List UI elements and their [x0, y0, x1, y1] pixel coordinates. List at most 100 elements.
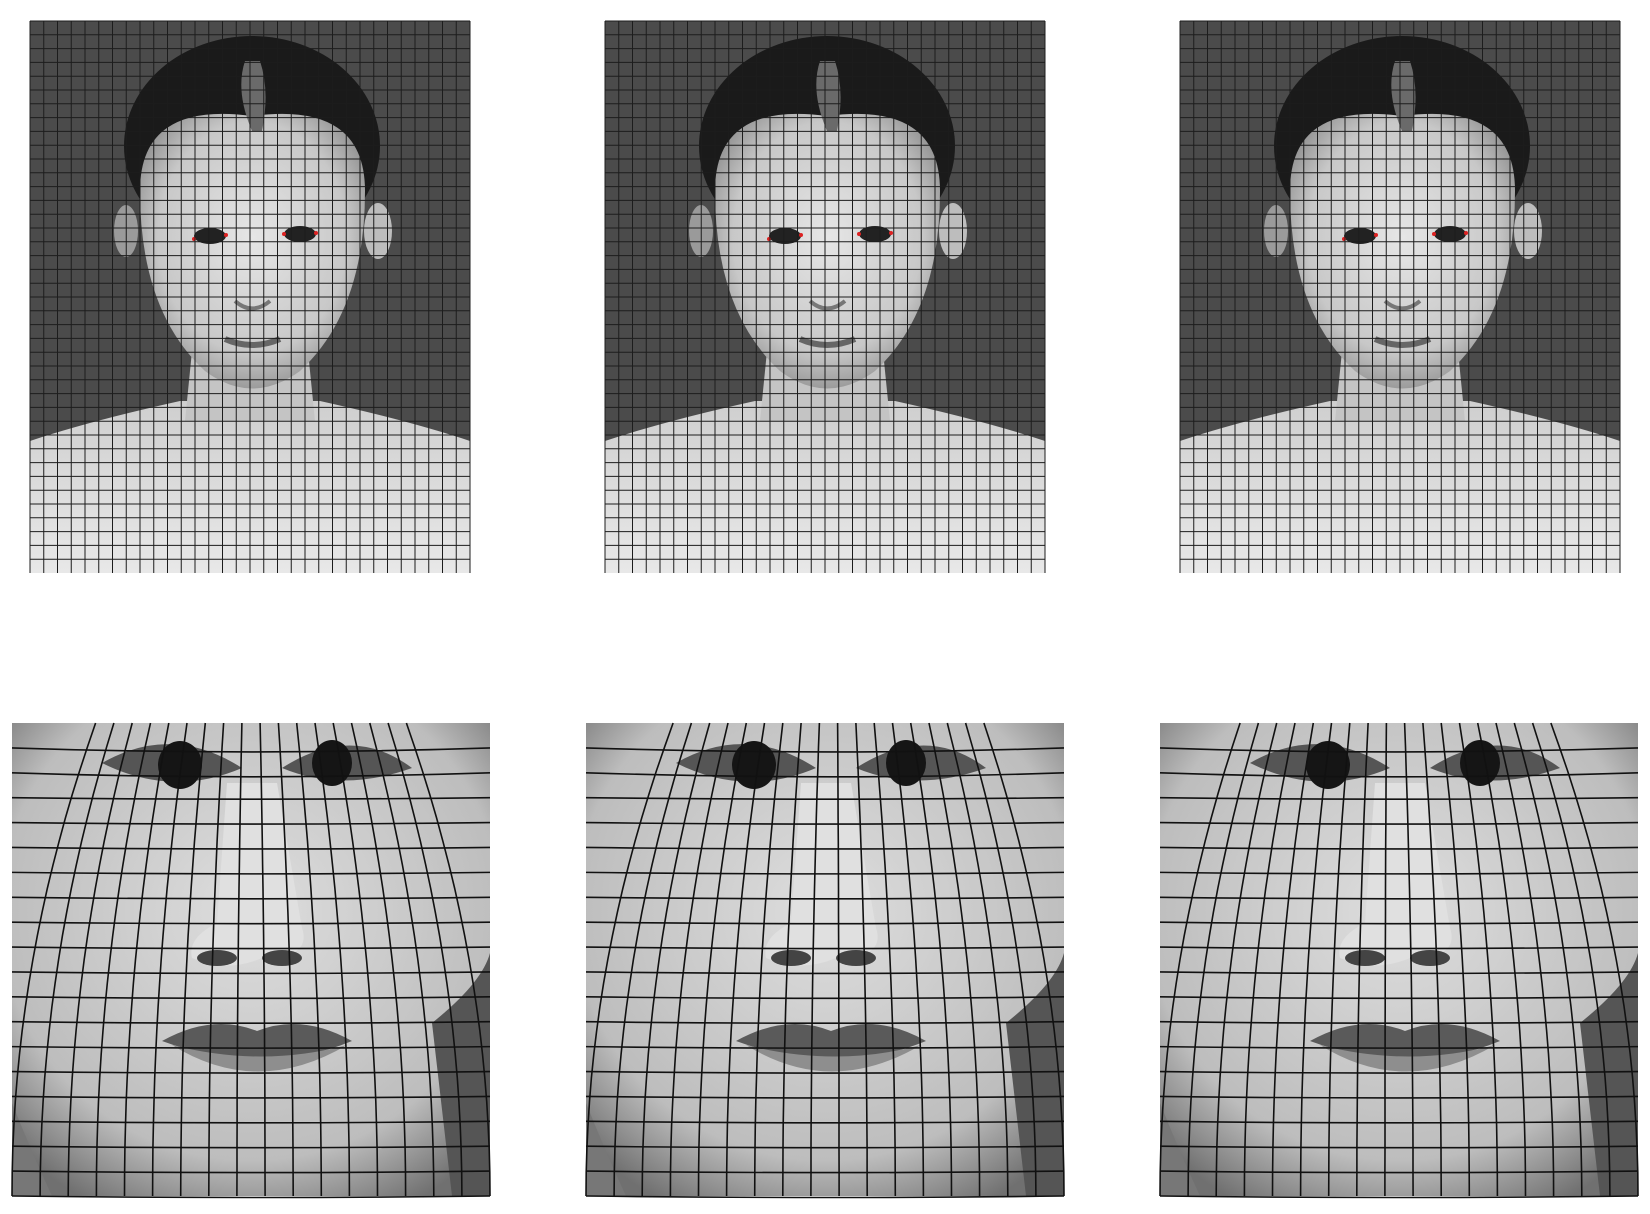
warped-grid-line [585, 1195, 1065, 1199]
warped-grid-line [585, 871, 1065, 875]
warped-grid-line [1187, 722, 1260, 1197]
closeup-panel [11, 722, 491, 1199]
warped-grid-line [1159, 871, 1639, 875]
warped-grid-line [11, 871, 491, 875]
warped-grid-line [11, 946, 491, 950]
warped-grid-line [67, 722, 133, 1197]
warped-grid-line [928, 722, 981, 1197]
warped-grid-line [123, 722, 170, 1197]
warped-grid-line [387, 722, 463, 1197]
warped-grid-line [753, 722, 784, 1197]
warped-grid-line [585, 971, 1065, 975]
warped-grid-line [964, 722, 1037, 1197]
panels [11, 20, 1639, 1199]
warped-grid-line [585, 1120, 1065, 1124]
warped-grid-line [641, 722, 711, 1197]
warped-grid-line [151, 722, 188, 1197]
warped-grid-line [295, 722, 323, 1197]
warped-grid-line [1159, 971, 1639, 975]
warped-grid-line [585, 996, 1065, 1000]
warped-grid-line [697, 722, 748, 1197]
warped-grid-line [585, 1070, 1065, 1074]
warped-grid-line [11, 921, 491, 925]
portrait-panel [604, 20, 1046, 573]
warped-grid-line [1159, 996, 1639, 1000]
warped-grid-line [11, 971, 491, 975]
warped-grid-line [1513, 722, 1583, 1197]
warped-grid-line [855, 722, 868, 1197]
warped-grid-line [1495, 722, 1555, 1197]
warped-grid-line [1159, 771, 1639, 778]
warped-grid-line [236, 722, 243, 1197]
warped-grid-line [585, 896, 1065, 900]
warped-grid-line [11, 1095, 491, 1099]
warped-grid-line [1159, 896, 1639, 900]
warped-grid-line [1159, 1170, 1639, 1174]
warped-grid-line [259, 722, 266, 1197]
warped-grid-line [782, 722, 802, 1197]
warped-grid-line [585, 1145, 1065, 1149]
closeup-panel [1159, 722, 1639, 1199]
warped-grid-line [1159, 846, 1639, 850]
warped-grid-line [585, 747, 1065, 753]
warped-grid-line [836, 722, 840, 1196]
warped-grid-line [1550, 722, 1639, 1197]
warped-grid-line [314, 722, 351, 1197]
warped-grid-line [585, 821, 1065, 825]
warped-grid-line [95, 722, 152, 1197]
warped-grid-line [585, 1045, 1065, 1049]
warped-grid-line [39, 722, 115, 1197]
warped-grid-line [11, 771, 491, 778]
warped-grid-line [946, 722, 1009, 1197]
warped-grid-line [725, 722, 766, 1197]
closeup-panel [585, 722, 1065, 1199]
warped-grid-line [1531, 722, 1611, 1197]
warped-grid-line [1356, 722, 1369, 1197]
warped-grid-line [11, 821, 491, 825]
warped-grid-line [613, 722, 693, 1197]
warped-grid-line [350, 722, 407, 1197]
warped-grid-line [873, 722, 897, 1197]
warped-grid-line [11, 1070, 491, 1074]
warped-grid-line [11, 1170, 491, 1174]
warped-grid-line [983, 722, 1065, 1197]
warped-grid-line [1159, 946, 1639, 950]
warped-grid-line [11, 996, 491, 1000]
warped-grid-line [11, 722, 97, 1197]
warped-grid-line [277, 722, 294, 1197]
warped-grid-line [11, 1120, 491, 1124]
warped-grid-line [11, 1020, 491, 1025]
warped-grid-line [1159, 1195, 1639, 1199]
warped-grid-line [1159, 1070, 1639, 1074]
warped-grid-line [1403, 722, 1414, 1197]
warped-grid-line [810, 722, 821, 1197]
warped-grid-line [891, 722, 925, 1197]
warped-grid-line [909, 722, 953, 1197]
warped-grid-line [208, 722, 225, 1197]
warped-grid-line [1440, 722, 1471, 1197]
warped-grid-line [585, 722, 674, 1197]
warped-grid-line [11, 747, 491, 753]
portrait-panel [1179, 20, 1621, 573]
warped-grid-line [369, 722, 435, 1197]
warped-grid-line [1159, 1045, 1639, 1049]
warped-grid-line [332, 722, 379, 1197]
warped-grid-line [585, 796, 1065, 800]
warped-grid-line [1327, 722, 1351, 1197]
warped-grid-line [1159, 1020, 1639, 1025]
warped-grid-line [585, 946, 1065, 950]
warped-grid-line [405, 722, 491, 1197]
warped-grid-line [1422, 722, 1442, 1197]
warped-grid-line [585, 1020, 1065, 1025]
warped-grid-line [11, 846, 491, 850]
warped-grid-line [1159, 1095, 1639, 1099]
warped-grid-line [11, 1145, 491, 1149]
warped-grid-line [585, 1095, 1065, 1099]
warped-grid-line [1243, 722, 1296, 1197]
warped-grid-line [1299, 722, 1333, 1197]
warped-grid-line [1159, 796, 1639, 800]
warped-grid-line [1458, 722, 1499, 1197]
warped-grid-line [1159, 821, 1639, 825]
warped-grid-line [1159, 747, 1639, 753]
